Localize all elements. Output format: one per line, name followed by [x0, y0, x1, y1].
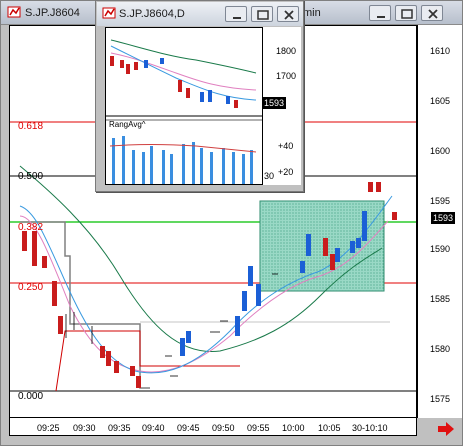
daily-title-bar[interactable]: S.JP.J8604,D: [97, 2, 303, 26]
price-tick: 1605: [430, 96, 451, 106]
price-tick: 1595: [430, 196, 451, 206]
candles-down: [22, 182, 397, 388]
price-tick: 1575: [430, 394, 451, 404]
daily-price-tick: 1800: [276, 46, 297, 56]
daily-title: S.JP.J8604,D: [119, 8, 185, 20]
price-tick: 1585: [430, 294, 451, 304]
close-icon: [284, 10, 294, 20]
chart-app-icon: [102, 6, 116, 20]
daily-indicator-tick: +40: [278, 141, 294, 151]
daily-price-tick: 1700: [276, 71, 297, 81]
candles-up: [180, 211, 367, 356]
daily-date-tick: 30: [264, 171, 275, 181]
close-button[interactable]: [277, 6, 299, 22]
close-icon: [428, 9, 438, 19]
fib-label-382: 0.382: [18, 222, 44, 233]
intraday-chart-svg: [10, 121, 416, 392]
candle-wicks: [65, 273, 278, 377]
daily-chart[interactable]: RangAvg^ 16 23 30: [105, 27, 263, 185]
time-tick: 09:45: [177, 423, 200, 433]
price-tick: 1580: [430, 344, 451, 354]
price-tick: 1600: [430, 146, 451, 156]
time-tick: 09:30: [73, 423, 96, 433]
time-axis[interactable]: [9, 418, 417, 436]
time-tick: 09:50: [212, 423, 235, 433]
main-title-tail: min: [303, 7, 321, 19]
time-tick: 10:05: [318, 423, 341, 433]
time-tick: 10:00: [282, 423, 305, 433]
close-button[interactable]: [421, 5, 443, 21]
daily-current-price-marker: 1593: [262, 97, 286, 109]
time-tick: 30-10:10: [352, 423, 388, 433]
fib-label-618: 0.618: [18, 121, 44, 132]
restore-button[interactable]: [251, 6, 273, 22]
indicator-name: RangAvg^: [109, 120, 146, 129]
time-tick: 09:25: [37, 423, 60, 433]
fib-label-000: 0.000: [18, 391, 44, 402]
ma-long: [19, 165, 383, 353]
daily-chart-window[interactable]: S.JP.J8604,D: [95, 0, 304, 192]
chart-app-icon: [7, 5, 21, 19]
restore-button[interactable]: [395, 5, 417, 21]
minimize-icon: [233, 17, 241, 19]
minimize-button[interactable]: [369, 5, 391, 21]
restore-icon: [257, 10, 269, 20]
fib-label-500: 0.500: [18, 171, 44, 182]
main-title: S.JP.J8604: [25, 7, 80, 19]
price-tick: 1590: [430, 244, 451, 254]
fib-label-250: 0.250: [18, 282, 44, 293]
daily-indicator-tick: +20: [278, 167, 294, 177]
minimize-button[interactable]: [225, 6, 247, 22]
minimize-icon: [377, 16, 385, 18]
price-tick: 1610: [430, 46, 451, 56]
time-tick: 09:40: [142, 423, 165, 433]
right-arrow-icon[interactable]: [437, 421, 455, 437]
time-tick: 09:55: [247, 423, 270, 433]
restore-icon: [401, 9, 413, 19]
daily-chart-svg: [106, 39, 262, 184]
ma-short: [19, 195, 393, 374]
step-indicator: [20, 221, 150, 389]
current-price-marker: 1593: [431, 212, 455, 224]
time-tick: 09:35: [108, 423, 131, 433]
red-step-line: [55, 330, 240, 392]
